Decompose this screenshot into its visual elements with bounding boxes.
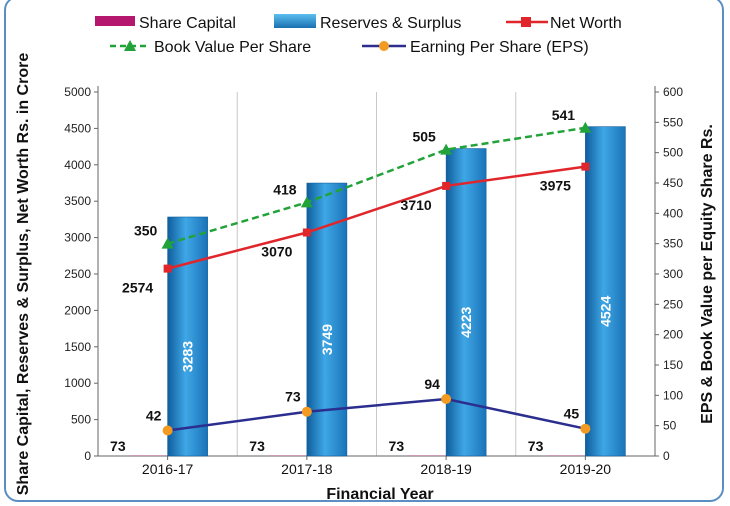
label-share-capital-2016-17: 73 — [110, 438, 126, 454]
y-left-tick-label-4: 2000 — [64, 303, 91, 317]
x-tick-label-2016-17: 2016-17 — [142, 461, 194, 477]
y-left-tick-label-0: 0 — [84, 449, 91, 463]
y-axis-right-title: EPS & Book Value per Equity Share Rs. — [699, 124, 716, 424]
legend-label-net-worth: Net Worth — [550, 15, 622, 32]
marker-book-value-2018-19 — [440, 143, 453, 155]
y-left-tick-label-7: 3500 — [64, 194, 91, 208]
marker-net-worth-2016-17 — [163, 264, 172, 273]
y-right-tick-label-0: 0 — [663, 449, 670, 463]
line-eps — [167, 397, 586, 432]
label-reserves-2018-19: 4223 — [458, 307, 474, 338]
y-right-tick-label-3: 150 — [663, 358, 683, 372]
marker-eps-2018-19 — [441, 393, 452, 404]
x-tick-label-2017-18: 2017-18 — [281, 461, 333, 477]
y-right-tick-label-12: 600 — [663, 85, 683, 99]
marker-eps-2019-20 — [580, 423, 591, 434]
y-left-tick-label-9: 4500 — [64, 121, 91, 135]
marker-net-worth-2018-19 — [442, 181, 451, 190]
label-share-capital-2019-20: 73 — [528, 438, 544, 454]
y-right-tick-label-9: 450 — [663, 176, 683, 190]
marker-eps-2016-17 — [162, 425, 173, 436]
label-book-value-2018-19: 505 — [412, 129, 436, 145]
label-reserves-2019-20: 4524 — [597, 296, 613, 327]
y-left-tick-label-3: 1500 — [64, 340, 91, 354]
label-eps-2019-20: 45 — [564, 406, 580, 422]
label-net-worth-2017-18: 3070 — [261, 244, 292, 260]
label-eps-2017-18: 73 — [285, 389, 301, 405]
y-right-tick-label-1: 50 — [663, 419, 677, 433]
legend-marker-net-worth — [521, 17, 531, 27]
label-book-value-2017-18: 418 — [273, 181, 297, 197]
label-net-worth-2018-19: 3710 — [401, 197, 432, 213]
y-right-tick-label-7: 350 — [663, 237, 683, 251]
marker-book-value-2019-20 — [579, 121, 592, 133]
y-axis-left-title: Share Capital, Reserves & Surplus, Net W… — [15, 53, 32, 496]
y-right-tick-label-8: 400 — [663, 206, 683, 220]
label-eps-2018-19: 94 — [424, 376, 440, 392]
y-right-tick-label-11: 550 — [663, 115, 683, 129]
label-net-worth-2019-20: 3975 — [540, 178, 571, 194]
marker-net-worth-2017-18 — [302, 228, 311, 237]
bar-reserves-2019-20 — [585, 126, 626, 457]
label-book-value-2016-17: 350 — [134, 223, 158, 239]
label-share-capital-2018-19: 73 — [389, 438, 405, 454]
line-book-value — [167, 126, 586, 245]
marker-net-worth-2019-20 — [581, 162, 590, 171]
y-right-tick-label-2: 100 — [663, 388, 683, 402]
y-right-tick-label-10: 500 — [663, 146, 683, 160]
bar-reserves-2017-18 — [306, 182, 348, 457]
legend-swatch-share-capital — [95, 16, 135, 26]
label-reserves-2016-17: 3283 — [180, 341, 196, 372]
plot-area: 0500100015002000250030003500400045005000… — [64, 85, 683, 477]
y-left-tick-label-5: 2500 — [64, 267, 91, 281]
y-right-tick-label-4: 200 — [663, 328, 683, 342]
legend-label-reserves-surplus: Reserves & Surplus — [320, 15, 461, 32]
line-net-worth — [167, 165, 586, 270]
x-tick-label-2018-19: 2018-19 — [420, 461, 472, 477]
y-right-tick-label-5: 250 — [663, 297, 683, 311]
y-left-tick-label-1: 500 — [71, 413, 91, 427]
marker-book-value-2017-18 — [300, 196, 313, 208]
bar-reserves-2016-17 — [167, 216, 208, 457]
label-share-capital-2017-18: 73 — [249, 438, 265, 454]
label-reserves-2017-18: 3749 — [319, 324, 335, 355]
legend-swatch-reserves-surplus — [274, 14, 316, 28]
y-left-tick-label-8: 4000 — [64, 158, 91, 172]
legend-label-book-value: Book Value Per Share — [154, 39, 311, 56]
marker-eps-2017-18 — [301, 406, 312, 417]
y-left-tick-label-2: 1000 — [64, 376, 91, 390]
label-book-value-2019-20: 541 — [552, 107, 576, 123]
legend-label-eps: Earning Per Share (EPS) — [410, 39, 589, 56]
legend-marker-eps — [379, 41, 389, 51]
y-right-tick-label-6: 300 — [663, 267, 683, 281]
bar-reserves-2018-19 — [445, 148, 487, 457]
y-left-tick-label-10: 5000 — [64, 85, 91, 99]
legend-marker-book-value — [124, 40, 136, 51]
y-left-tick-label-6: 3000 — [64, 231, 91, 245]
marker-book-value-2016-17 — [161, 237, 174, 249]
label-net-worth-2016-17: 2574 — [122, 280, 153, 296]
legend: Share Capital Reserves & Surplus Net Wor… — [95, 14, 622, 56]
x-tick-label-2019-20: 2019-20 — [560, 461, 612, 477]
legend-label-share-capital: Share Capital — [139, 15, 236, 32]
x-axis-title: Financial Year — [326, 486, 433, 503]
label-eps-2016-17: 42 — [146, 408, 162, 424]
